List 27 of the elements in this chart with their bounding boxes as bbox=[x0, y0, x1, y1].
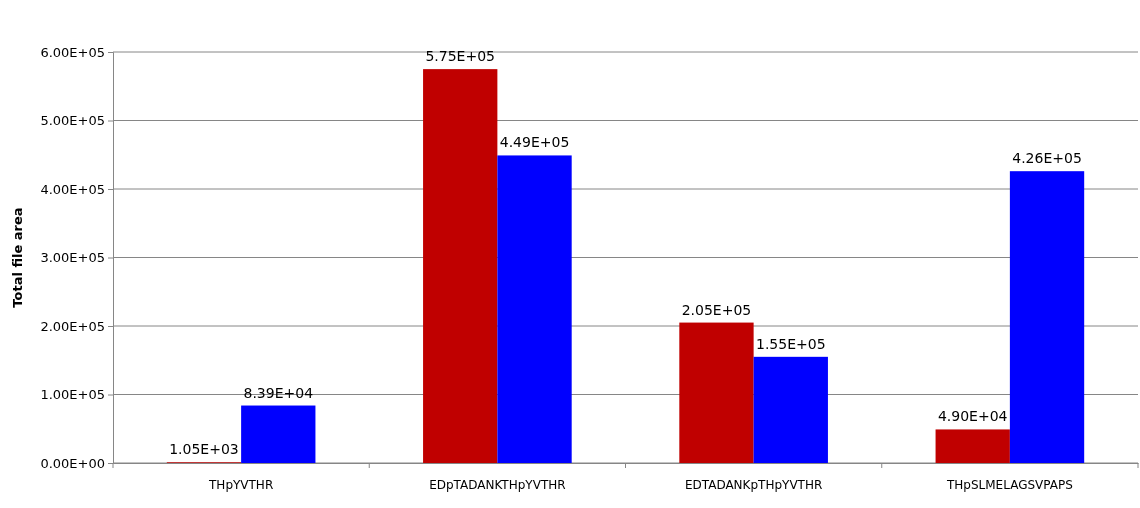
data-label: 4.26E+05 bbox=[1012, 150, 1082, 167]
data-label: 8.39E+04 bbox=[243, 384, 314, 401]
bar bbox=[423, 69, 498, 463]
data-label: 2.05E+05 bbox=[681, 301, 752, 318]
x-tick-label: THpSLMELAGSVPAPS bbox=[945, 477, 1073, 492]
data-label: 1.05E+03 bbox=[169, 441, 239, 458]
data-label: 5.75E+05 bbox=[425, 48, 495, 65]
y-axis-title: Total file area bbox=[10, 207, 25, 308]
bar bbox=[241, 405, 316, 463]
bar bbox=[497, 155, 572, 463]
x-tick-label: EDpTADANKTHpYVTHR bbox=[429, 477, 566, 492]
y-tick-label: 2.00E+05 bbox=[40, 318, 105, 334]
y-tick-label: 5.00E+05 bbox=[40, 113, 105, 129]
bar bbox=[679, 322, 754, 463]
data-label: 1.55E+05 bbox=[756, 335, 826, 352]
y-tick-label: 3.00E+05 bbox=[40, 250, 105, 266]
bar bbox=[1009, 171, 1085, 463]
bar bbox=[935, 429, 1010, 463]
y-tick-label: 6.00E+05 bbox=[40, 44, 105, 60]
x-tick-label: EDTADANKpTHpYVTHR bbox=[684, 477, 823, 492]
data-label: 4.90E+04 bbox=[937, 408, 1008, 425]
y-tick-label: 1.00E+05 bbox=[40, 387, 105, 403]
data-label: 4.49E+05 bbox=[499, 134, 570, 151]
y-tick-label: 4.00E+05 bbox=[40, 181, 105, 197]
x-tick-label: THpYVTHR bbox=[208, 477, 274, 492]
bar bbox=[753, 356, 828, 463]
y-tick-label: 0.00E+00 bbox=[40, 455, 105, 471]
